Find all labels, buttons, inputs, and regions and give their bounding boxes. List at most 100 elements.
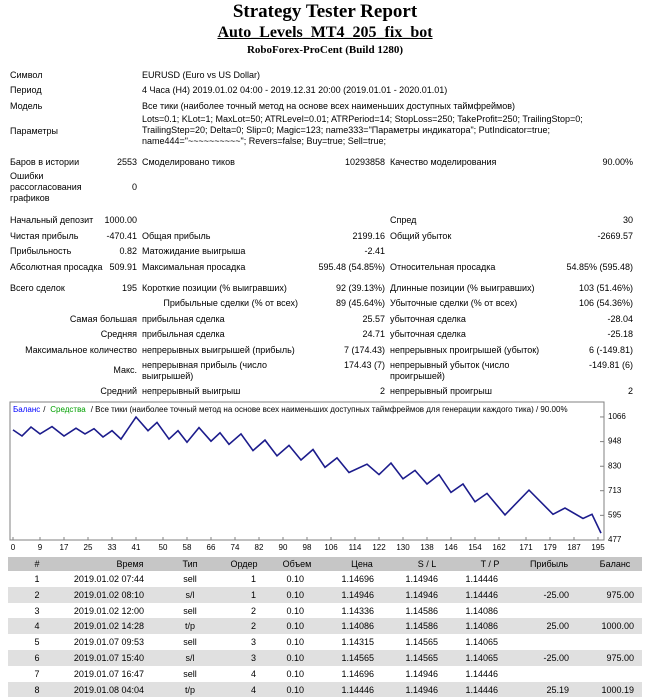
table-cell: 0.10 [286, 621, 304, 632]
table-row [8, 681, 642, 698]
table-cell: 4 [250, 668, 256, 679]
summary-cell: непрерывный убыток (число проигрышей) [390, 360, 510, 381]
balance-chart: Баланс / Средства / Все тики (наиболее точн… [9, 401, 626, 552]
table-cell: 1.14315 [341, 637, 374, 648]
table-cell: 1.14946 [341, 589, 374, 600]
summary-cell: 2553 [116, 157, 137, 167]
plot-frame [9, 401, 605, 541]
x-tick-label: 25 [84, 543, 93, 552]
table-cell: 1.14446 [465, 589, 498, 600]
summary-cell: 54.85% (595.48) [566, 262, 633, 272]
summary-cell: Чистая прибыль [10, 231, 79, 241]
table-cell: -25.00 [543, 589, 569, 600]
table-cell: 8 [34, 684, 40, 695]
summary-cell: Спред [390, 215, 417, 225]
legend-entry: Баланс [13, 405, 40, 414]
table-row [8, 634, 642, 650]
table-row [8, 586, 642, 603]
x-tick-label: 154 [468, 543, 482, 552]
x-tick-label: 0 [11, 543, 16, 552]
summary-cell: Параметры [10, 126, 58, 136]
table-row [8, 602, 642, 619]
x-tick-label: 162 [492, 543, 506, 552]
summary-cell: Всего сделок [10, 283, 65, 293]
table-cell: sell [183, 668, 197, 679]
legend-entry: Средства [50, 405, 86, 414]
table-header-cell: Ордер [230, 559, 258, 569]
summary-cell: 10293858 [344, 157, 385, 167]
summary-cell: 1000.00 [104, 215, 137, 225]
table-cell: s/l [185, 589, 195, 600]
summary-cell: Средний [100, 386, 137, 396]
table-cell: 1.14446 [341, 684, 374, 695]
table-cell: 975.00 [606, 653, 634, 663]
table-cell: 2019.01.08 04:04 [73, 684, 144, 695]
summary-cell: непрерывный проигрыш [390, 386, 492, 396]
table-cell: 0.10 [286, 574, 304, 584]
table-cell: sell [183, 574, 197, 584]
summary-cell: Максимальное количество [25, 345, 137, 355]
table-header-cell: Объем [282, 559, 312, 569]
table-header-cell: Прибыль [529, 559, 569, 569]
summary-cell: Модель [10, 101, 43, 111]
table-cell: sell [183, 605, 197, 616]
table-header-cell: Цена [351, 559, 373, 569]
table-cell: 2019.01.07 16:47 [73, 668, 144, 679]
summary-cell: Относительная просадка [390, 262, 496, 272]
table-cell: 1.14696 [341, 668, 374, 679]
table-cell: 2 [34, 589, 40, 600]
table-cell: 1.14086 [465, 605, 498, 616]
table-header-cell: # [34, 559, 40, 569]
x-tick-label: 138 [420, 543, 434, 552]
table-cell: 1.14565 [405, 653, 438, 663]
x-tick-label: 50 [159, 543, 168, 552]
table-cell: 1.14065 [465, 637, 498, 648]
summary-cell: непрерывная прибыль (число выигрышей) [142, 360, 268, 381]
table-cell: sell [183, 637, 197, 648]
x-tick-label: 114 [349, 543, 362, 552]
x-tick-label: 17 [60, 543, 69, 552]
table-cell: 5 [34, 637, 40, 648]
summary-cell: Прибыльные сделки (% от всех) [163, 298, 298, 308]
table-cell: 25.00 [546, 621, 569, 632]
table-cell: -25.00 [543, 653, 569, 663]
table-cell: 1 [250, 589, 256, 600]
summary-cell: 4 Часа (H4) 2019.01.02 04:00 - 2019.12.3… [142, 85, 448, 95]
x-tick-label: 195 [591, 543, 605, 552]
table-cell: 3 [34, 605, 40, 616]
x-tick-label: 58 [183, 543, 192, 552]
table-cell: s/l [185, 653, 195, 663]
summary-cell: -149.81 (6) [588, 360, 633, 370]
chart-caption: / Все тики (наиболее точный метод на осн… [91, 405, 568, 414]
table-cell: 0.10 [286, 589, 304, 600]
table-cell: 1 [34, 574, 40, 584]
summary-cell: Самая большая [69, 314, 137, 324]
table-cell: 1.14565 [405, 637, 438, 648]
table-header-cell: Тип [182, 559, 198, 569]
table-cell: 4 [34, 621, 40, 632]
summary-cell: Длинные позиции (% выигравших) [390, 283, 535, 293]
summary-cell: Убыточные сделки (% от всех) [390, 298, 518, 308]
summary-cell: -470.41 [106, 231, 137, 241]
x-tick-label: 98 [303, 543, 312, 552]
summary-cell: Общая прибыль [142, 231, 211, 241]
table-cell: 2019.01.02 07:44 [73, 574, 144, 584]
x-tick-label: 146 [444, 543, 458, 552]
summary-cell: 0.82 [119, 246, 137, 256]
summary-cell: прибыльная сделка [142, 314, 225, 324]
summary-cell: 90.00% [602, 157, 633, 167]
summary-cell: Средняя [100, 329, 137, 339]
table-header-cell: Баланс [599, 559, 631, 569]
table-cell: 25.19 [546, 684, 569, 695]
summary-cell: 2199.16 [352, 231, 385, 241]
table-cell: t/p [184, 684, 195, 695]
summary-cell: Макс. [113, 365, 137, 375]
y-tick-label: 477 [608, 535, 622, 544]
table-cell: 2 [250, 621, 256, 632]
table-cell: 4 [250, 684, 256, 695]
table-header-cell: Время [116, 559, 144, 569]
y-tick-label: 595 [608, 510, 622, 519]
summary-cell: 174.43 (7) [343, 360, 385, 370]
summary-cell: прибыльная сделка [142, 329, 225, 339]
table-cell: 7 [34, 668, 40, 679]
